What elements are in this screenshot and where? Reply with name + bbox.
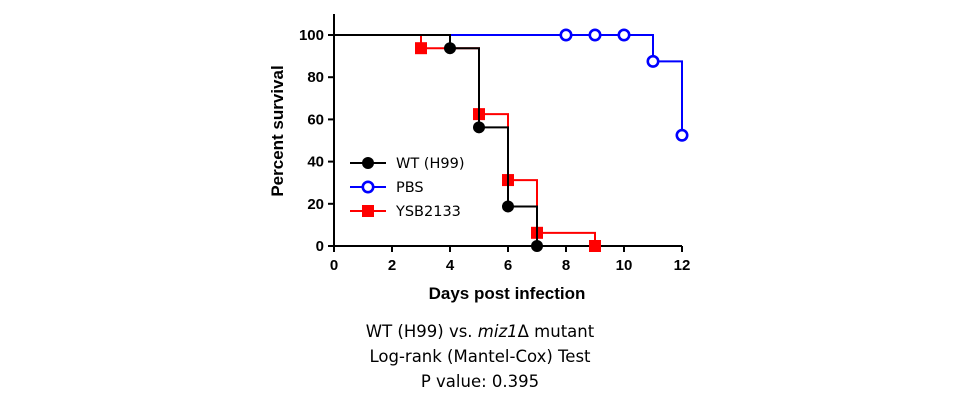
caption-comparison: WT (H99) vs. miz1Δ mutant [0,322,960,341]
legend-item-ysb2133: YSB2133 [350,204,461,220]
legend-marker-ysb2133 [362,205,374,217]
legend: WT (H99) PBS YSB2133 [350,156,464,220]
data-point-pbs [588,28,602,42]
data-point-wt-h99 [473,121,485,134]
x-tick-label: 4 [446,257,455,274]
y-axis-label: Percent survival [268,65,287,196]
survival-chart: 0 20 40 60 80 100 0 2 4 6 8 10 12 WT (H99) PBS YSB2133… [268,14,690,303]
caption-comparison-gene: miz1 [477,322,518,341]
data-point-wt-h99 [444,42,456,55]
data-point-ysb2133 [589,240,601,252]
axes: 0 20 40 60 80 100 0 2 4 6 8 10 12 [299,14,690,274]
series-wt-h99 [334,34,543,252]
legend-label-wt-h99: WT (H99) [396,156,464,172]
x-tick-label: 12 [674,257,691,274]
data-point-pbs [559,28,573,42]
caption-pvalue: P value: 0.395 [420,372,540,391]
series-layer [334,28,689,252]
legend-marker-pbs [361,180,375,194]
series-pbs [334,28,689,142]
y-tick-label: 40 [307,154,324,171]
legend-marker-wt-h99 [362,157,374,169]
data-point-wt-h99 [502,200,514,213]
data-point-ysb2133 [415,42,427,55]
x-tick-label: 2 [388,257,396,274]
data-point-pbs [617,28,631,42]
series-ysb2133 [334,34,601,252]
y-tick-label: 100 [299,27,324,44]
data-point-pbs [646,54,660,68]
x-tick-label: 6 [504,257,512,274]
x-axis-label: Days post infection [429,284,586,303]
x-tick-label: 10 [616,257,633,274]
caption-test: Log-rank (Mantel-Cox) Test [369,347,591,366]
x-tick-label: 8 [562,257,570,274]
legend-item-pbs: PBS [350,180,424,196]
y-tick-label: 20 [307,196,324,213]
y-tick-label: 60 [307,111,324,128]
data-point-wt-h99 [531,240,543,252]
legend-item-wt-h99: WT (H99) [350,156,464,172]
caption-comparison-prefix: WT (H99) vs. [365,322,478,341]
legend-label-ysb2133: YSB2133 [395,204,461,220]
x-tick-label: 0 [330,257,338,274]
caption-comparison-suffix: Δ mutant [517,322,595,341]
y-tick-label: 80 [307,69,324,86]
y-tick-label: 0 [316,238,324,255]
legend-label-pbs: PBS [396,180,424,196]
data-point-pbs [675,128,689,142]
